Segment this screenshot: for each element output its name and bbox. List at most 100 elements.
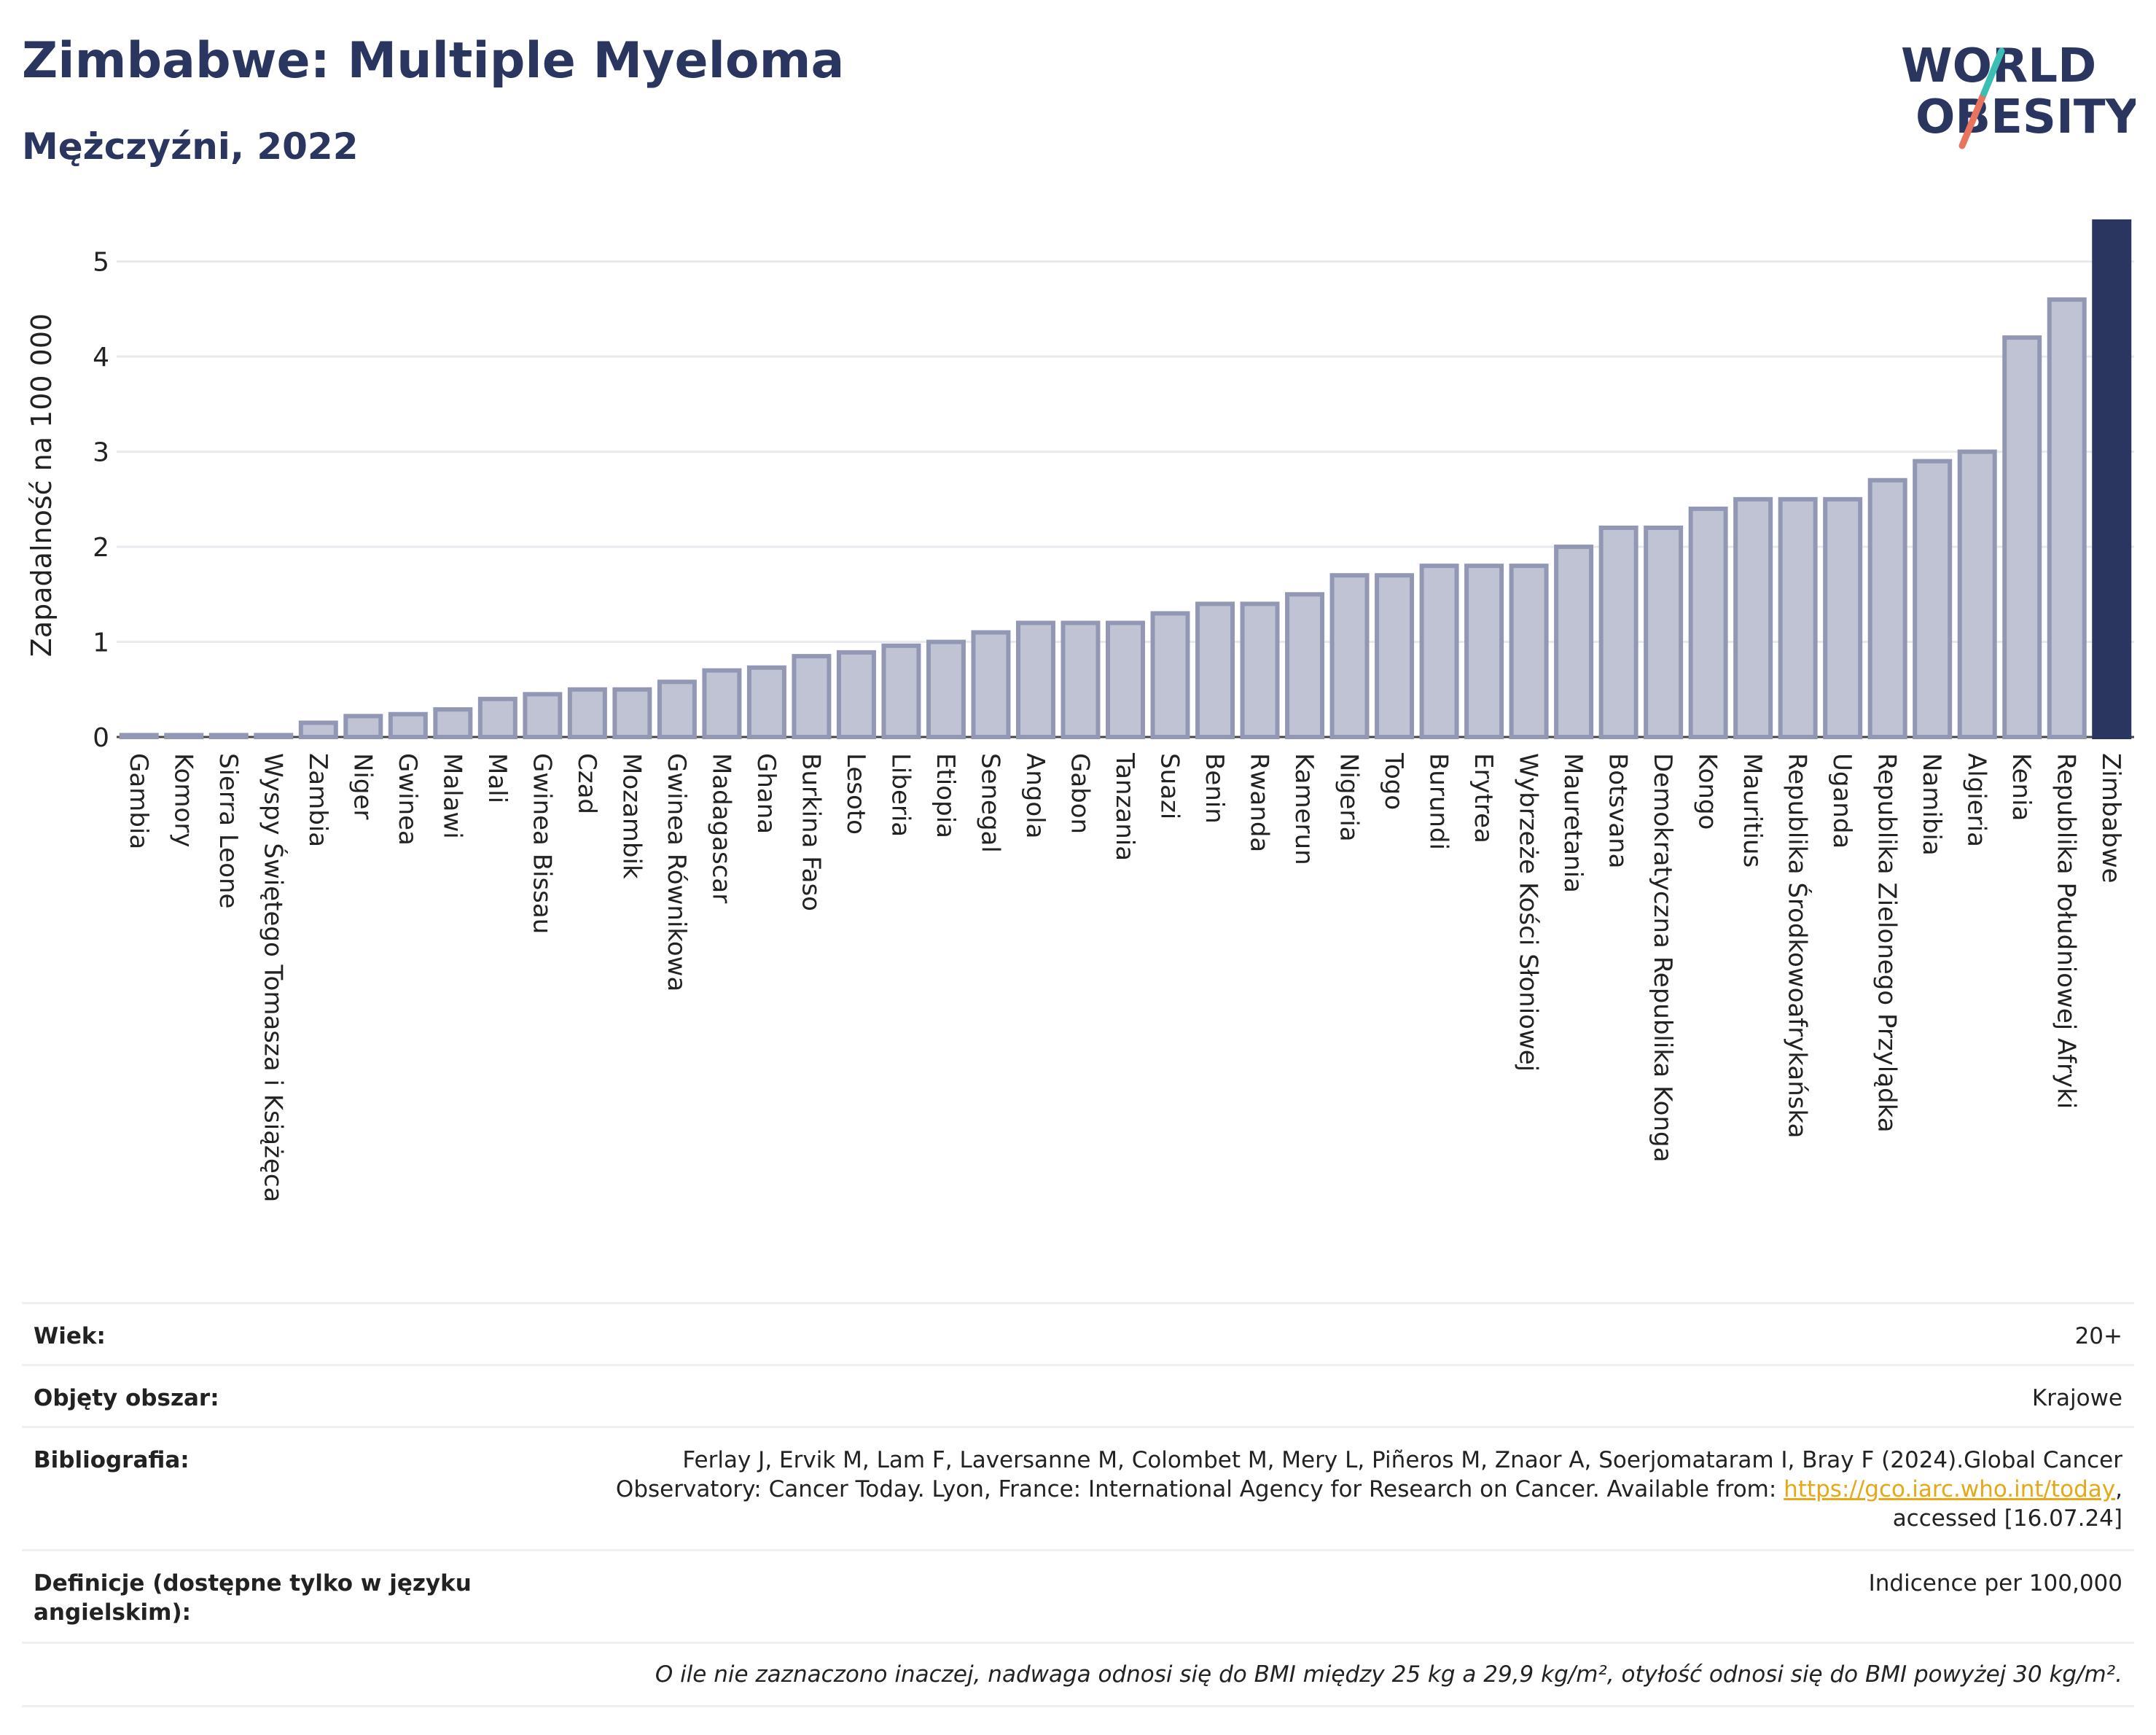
world-obesity-logo: WORLD OBESITY xyxy=(1901,39,2136,149)
x-tick-label: Czad xyxy=(572,753,601,814)
bar-republika-zielonego-przylądka xyxy=(1867,477,1907,739)
bar-sierra-leone xyxy=(208,733,249,739)
area-label: Objęty obszar: xyxy=(34,1385,219,1411)
x-tick-label: Tanzania xyxy=(1110,752,1139,861)
x-tick-label: Lesoto xyxy=(841,753,870,835)
x-tick-label: Burundi xyxy=(1424,753,1453,850)
bar-zambia xyxy=(298,720,338,740)
bar-uganda xyxy=(1823,496,1863,739)
bar-etiopia xyxy=(926,639,966,739)
definitions-value: Indicence per 100,000 xyxy=(1868,1570,2122,1596)
x-tick-label: Mauretania xyxy=(1558,753,1587,893)
info-row-age: Wiek: 20+ xyxy=(22,1302,2134,1364)
info-row-area: Objęty obszar: Krajowe xyxy=(22,1364,2134,1426)
x-tick-label: Gwinea Bissau xyxy=(527,753,556,934)
bar-republika-południowej-afryki xyxy=(2047,297,2087,740)
bar-suazi xyxy=(1150,611,1190,740)
x-tick-label: Mozambik xyxy=(617,753,646,879)
x-tick-label: Nigeria xyxy=(1335,753,1364,842)
bar-madagascar xyxy=(702,668,742,739)
bar-lesoto xyxy=(836,650,876,739)
y-tick-label: 3 xyxy=(93,438,109,468)
x-tick-label: Komory xyxy=(168,753,198,847)
bars xyxy=(119,219,2132,740)
x-tick-label: Angola xyxy=(1020,753,1050,838)
x-tick-label: Zimbabwe xyxy=(2096,753,2125,884)
x-tick-label: Malawi xyxy=(437,753,466,839)
x-tick-label: Gambia xyxy=(124,753,153,849)
bar-gwinea-równikowa xyxy=(657,679,697,739)
x-tick-label: Togo xyxy=(1379,752,1408,810)
bar-algieria xyxy=(1957,449,1997,739)
x-tick-label: Etiopia xyxy=(931,753,960,838)
logo-line2: OBESITY xyxy=(1915,90,2136,144)
logo-slash-red xyxy=(1958,90,1988,149)
bibliography-line2-end: , xyxy=(2115,1476,2122,1502)
x-tick-label: Kenia xyxy=(2007,753,2036,821)
bar-kamerun xyxy=(1285,592,1325,740)
x-tick-label: Namibia xyxy=(1917,753,1946,856)
y-axis-ticks: 0 1 2 3 4 5 xyxy=(93,248,109,753)
x-tick-label: Erytrea xyxy=(1469,753,1498,843)
info-row-bibliography: Bibliografia: Ferlay J, Ervik M, Lam F, … xyxy=(22,1426,2134,1549)
x-tick-label: Gwinea xyxy=(393,753,422,846)
bar-chart: 0 1 2 3 4 5 Gambia Komory Sierra Leone Wyspy Świ… xyxy=(26,219,2134,1202)
bar-liberia xyxy=(881,643,921,740)
x-tick-label: Gabon xyxy=(1065,753,1094,834)
x-tick-label: Mali xyxy=(483,753,512,803)
info-row-definitions: Definicje (dostępne tylko w języku angie… xyxy=(22,1549,2134,1642)
x-tick-label: Republika Zielonego Przylądka xyxy=(1872,753,1902,1133)
bar-gwinea xyxy=(388,711,428,739)
bibliography-line3: accessed [16.07.24] xyxy=(1892,1505,2122,1532)
bar-rwanda xyxy=(1240,601,1280,739)
bar-komory xyxy=(164,733,204,739)
bar-tanzania xyxy=(1106,620,1145,739)
bar-angola xyxy=(1015,620,1055,739)
bibliography-label: Bibliografia: xyxy=(34,1447,190,1473)
bar-republika-środkowoafrykańska xyxy=(1778,496,1818,739)
bmi-note: O ile nie zaznaczono inaczej, nadwaga od… xyxy=(655,1661,2122,1688)
bar-zimbabwe xyxy=(2092,219,2132,739)
bar-nigeria xyxy=(1329,573,1370,739)
y-tick-label: 0 xyxy=(93,723,109,753)
bar-kenia xyxy=(2002,335,2042,740)
x-tick-label: Uganda xyxy=(1827,753,1856,849)
y-axis-label: Zapadalność na 100 000 xyxy=(26,313,58,657)
age-value: 20+ xyxy=(2074,1323,2122,1349)
bar-ghana xyxy=(746,665,786,739)
bibliography-line1: Ferlay J, Ervik M, Lam F, Laversanne M, … xyxy=(682,1447,2122,1473)
bibliography-link[interactable]: https://gco.iarc.who.int/today xyxy=(1784,1476,2116,1502)
x-tick-label: Suazi xyxy=(1155,753,1184,819)
x-tick-label: Demokratyczna Republika Konga xyxy=(1648,753,1677,1162)
x-tick-label: Senegal xyxy=(975,753,1004,853)
page-title: Zimbabwe: Multiple Myeloma xyxy=(22,32,845,90)
x-tick-label: Wybrzeże Kości Słoniowej xyxy=(1514,753,1543,1072)
bar-wybrzeże-kości-słoniowej xyxy=(1509,564,1549,739)
bar-mauretania xyxy=(1554,545,1594,739)
x-tick-label: Kongo xyxy=(1693,753,1722,830)
x-tick-label: Kamerun xyxy=(1289,753,1319,865)
bar-mauritius xyxy=(1733,496,1773,739)
definitions-label: Definicje (dostępne tylko w języku angie… xyxy=(34,1570,472,1626)
x-tick-label: Madagascar xyxy=(706,753,735,903)
y-tick-label: 2 xyxy=(93,533,109,563)
x-tick-label: Liberia xyxy=(886,753,915,837)
bibliography-value: Ferlay J, Ervik M, Lam F, Laversanne M, … xyxy=(519,1446,2122,1533)
x-tick-label: Botsvana xyxy=(1604,753,1633,869)
bar-namibia xyxy=(1913,459,1953,739)
bar-demokratyczna-republika-konga xyxy=(1644,525,1684,740)
area-value: Krajowe xyxy=(2031,1385,2122,1411)
x-tick-label: Gwinea Równikowa xyxy=(662,753,691,991)
y-tick-label: 5 xyxy=(93,248,109,278)
x-tick-label: Wyspy Świętego Tomasza i Książęca xyxy=(258,753,288,1202)
age-label: Wiek: xyxy=(34,1323,106,1349)
bar-erytrea xyxy=(1464,564,1504,739)
bar-wyspy-świętego-tomasza-i-książęca xyxy=(254,733,294,739)
bibliography-line2-text: Observatory: Cancer Today. Lyon, France:… xyxy=(615,1476,1784,1502)
bar-mozambik xyxy=(612,687,652,739)
bar-botsvana xyxy=(1598,525,1639,740)
bar-niger xyxy=(343,714,383,739)
x-tick-label: Zambia xyxy=(303,753,332,847)
x-tick-label: Mauritius xyxy=(1738,753,1767,868)
x-tick-label: Republika Południowej Afryki xyxy=(2052,753,2081,1109)
